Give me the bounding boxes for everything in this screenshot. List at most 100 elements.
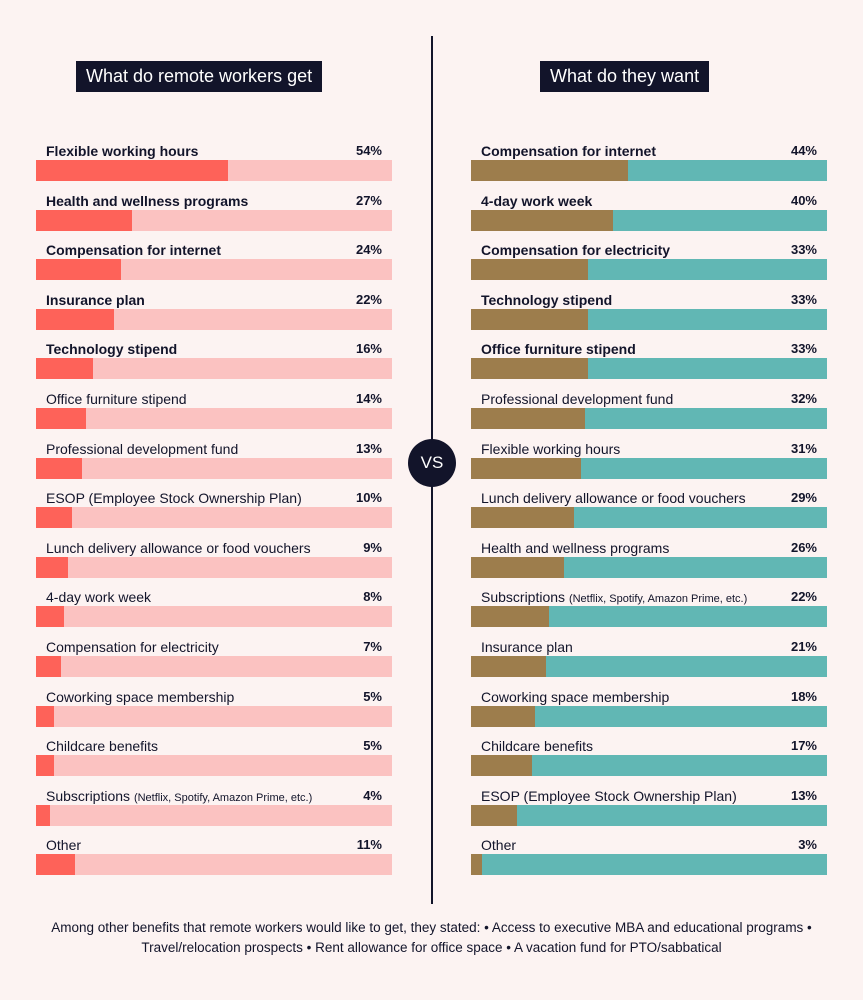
- get-bar-fill: [36, 556, 69, 578]
- want-bar-track: [471, 755, 827, 777]
- get-category-text: Compensation for electricity: [46, 639, 219, 655]
- want-category-label: Insurance plan: [481, 638, 573, 656]
- get-category-text: Lunch delivery allowance or food voucher…: [46, 539, 311, 556]
- get-value-label: 27%: [355, 192, 382, 208]
- want-row: Technology stipend 33%: [471, 291, 827, 331]
- want-bar-track: [471, 408, 827, 429]
- get-category-label: Coworking space membership: [46, 688, 234, 706]
- want-category-text: Professional development fund: [481, 391, 674, 407]
- get-value-label: 54%: [355, 143, 382, 158]
- want-bar-track: [471, 705, 827, 727]
- want-row: Compensation for electricity 33%: [471, 241, 827, 281]
- get-bar-fill: [36, 259, 122, 281]
- want-category-text: Subscriptions: [481, 589, 566, 606]
- get-category-text: Compensation for internet: [46, 242, 222, 259]
- want-category-label: ESOP (Employee Stock Ownership Plan): [481, 787, 737, 805]
- get-category-label: Other: [46, 836, 81, 854]
- want-category-text: 4-day work week: [481, 192, 593, 209]
- get-category-label: Lunch delivery allowance or food voucher…: [46, 539, 311, 557]
- want-bar-fill: [471, 507, 575, 529]
- get-category-text: Subscriptions: [46, 787, 131, 804]
- want-category-note: (Netflix, Spotify, Amazon Prime, etc.): [568, 593, 748, 606]
- want-category-text: Compensation for internet: [481, 143, 657, 159]
- get-category-label: ESOP (Employee Stock Ownership Plan): [46, 489, 302, 507]
- get-bar-track: [36, 408, 392, 429]
- want-bar-fill: [471, 408, 585, 429]
- want-bar-fill: [471, 804, 518, 826]
- get-bar-track: [36, 358, 392, 380]
- want-value-label: 31%: [790, 440, 817, 456]
- get-value-label: 22%: [355, 291, 382, 307]
- want-category-text: Health and wellness programs: [481, 539, 670, 556]
- get-category-label: Office furniture stipend: [46, 390, 187, 408]
- want-bar-track: [471, 209, 827, 231]
- want-bar-fill: [471, 358, 589, 380]
- get-bar-track: [36, 804, 392, 826]
- want-row: Insurance plan 21%: [471, 638, 827, 678]
- get-bar-track: [36, 507, 392, 529]
- get-bar-fill: [36, 755, 54, 777]
- want-bar-fill: [471, 656, 546, 677]
- vs-badge: VS: [408, 439, 456, 487]
- want-value-label: 33%: [790, 341, 817, 357]
- get-row: Technology stipend 16%: [36, 340, 392, 380]
- want-bar-track: [471, 507, 827, 529]
- get-bar-fill: [36, 408, 86, 429]
- want-value-label: 40%: [790, 192, 817, 208]
- get-category-label: Compensation for internet: [46, 241, 221, 259]
- get-category-text: Coworking space membership: [46, 688, 235, 705]
- want-value-label: 21%: [790, 639, 817, 654]
- get-row: Insurance plan 22%: [36, 291, 392, 331]
- want-value-label: 18%: [790, 688, 817, 704]
- get-category-text: Childcare benefits: [46, 738, 159, 755]
- want-bar-fill: [471, 705, 536, 727]
- get-row: Office furniture stipend 14%: [36, 390, 392, 430]
- get-category-text: 4-day work week: [46, 589, 152, 606]
- want-value-label: 33%: [790, 291, 817, 307]
- get-value-label: 7%: [363, 639, 382, 654]
- want-bar-fill: [471, 457, 582, 479]
- get-bar-fill: [36, 804, 51, 826]
- want-category-label: Childcare benefits: [481, 737, 593, 755]
- get-category-label: Professional development fund: [46, 440, 238, 458]
- want-value-label: 44%: [790, 143, 817, 158]
- get-bar-fill: [36, 160, 229, 181]
- want-category-label: 4-day work week: [481, 192, 592, 210]
- want-category-label: Compensation for electricity: [481, 241, 670, 259]
- want-value-label: 32%: [790, 391, 817, 406]
- get-row: Subscriptions (Netflix, Spotify, Amazon …: [36, 787, 392, 827]
- want-category-text: ESOP (Employee Stock Ownership Plan): [481, 787, 737, 804]
- want-category-label: Professional development fund: [481, 390, 673, 408]
- want-bar-fill: [471, 854, 482, 876]
- want-value-label: 22%: [790, 589, 817, 605]
- get-bar-track: [36, 457, 392, 479]
- get-bar-fill: [36, 854, 76, 876]
- get-bar-fill: [36, 705, 54, 727]
- want-category-label: Subscriptions (Netflix, Spotify, Amazon …: [481, 588, 747, 608]
- get-heading: What do remote workers get: [76, 61, 323, 92]
- want-row: Other 3%: [471, 836, 827, 876]
- get-bar-track: [36, 656, 392, 677]
- get-row: Coworking space membership 5%: [36, 688, 392, 728]
- footnote: Among other benefits that remote workers…: [51, 920, 812, 955]
- get-value-label: 14%: [355, 391, 382, 406]
- want-category-text: Compensation for electricity: [481, 242, 671, 259]
- get-category-label: Compensation for electricity: [46, 638, 219, 656]
- get-value-label: 13%: [355, 440, 382, 456]
- want-row: 4-day work week 40%: [471, 192, 827, 232]
- get-bar-track: [36, 308, 392, 330]
- want-row: Compensation for internet 44%: [471, 142, 827, 182]
- want-bar-track: [471, 160, 827, 181]
- get-row: 4-day work week 8%: [36, 588, 392, 628]
- get-bar-track: [36, 854, 392, 876]
- get-category-text: Health and wellness programs: [46, 192, 249, 209]
- get-value-label: 11%: [356, 837, 382, 853]
- get-value-label: 16%: [355, 341, 382, 357]
- want-category-label: Flexible working hours: [481, 440, 620, 458]
- want-value-label: 26%: [790, 539, 817, 555]
- get-value-label: 9%: [363, 539, 382, 555]
- get-row: Health and wellness programs 27%: [36, 192, 392, 232]
- get-category-label: Health and wellness programs: [46, 192, 248, 210]
- get-value-label: 4%: [363, 787, 382, 803]
- get-category-text: Other: [46, 837, 82, 854]
